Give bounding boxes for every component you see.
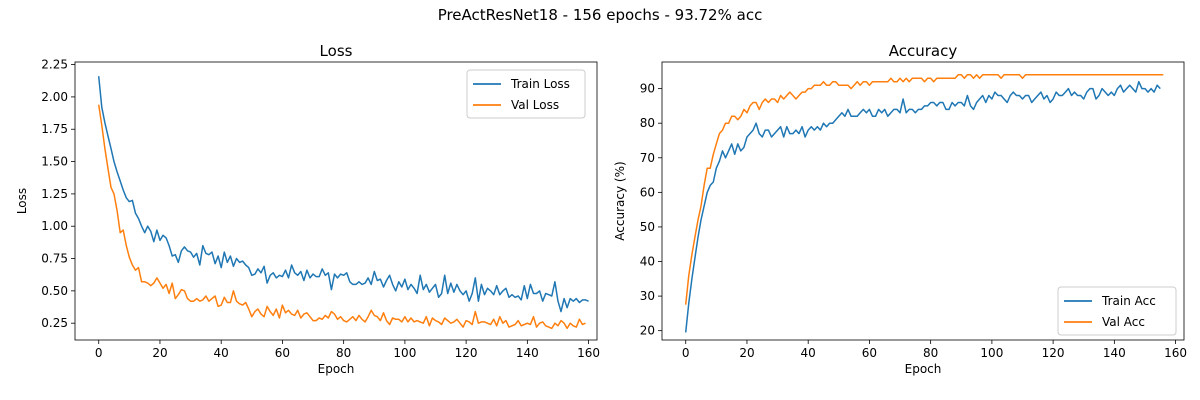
loss-x-tick-label: 100 (393, 346, 416, 360)
accuracy-x-tick-label: 80 (923, 346, 938, 360)
loss-series-train-loss (97, 76, 589, 313)
loss-chart-title: Loss (320, 42, 353, 60)
loss-x-tick-label: 60 (275, 346, 290, 360)
loss-y-tick-label: 2.25 (41, 58, 68, 72)
accuracy-legend-box (1057, 286, 1177, 336)
accuracy-x-tick-label: 0 (682, 346, 690, 360)
loss-y-tick-label: 0.50 (41, 284, 68, 298)
accuracy-axes-frame (661, 61, 1185, 341)
loss-chart: Loss 0 20 40 60 80 100 120 140 160 0.25 0.50 0.75 1.0… (15, 42, 600, 376)
accuracy-legend-label-train-acc: Train Acc (1101, 294, 1156, 308)
figure-suptitle: PreActResNet18 - 156 epochs - 93.72% acc (438, 6, 763, 24)
loss-y-tick-label: 0.25 (41, 316, 68, 330)
accuracy-chart: Accuracy 0 20 40 60 80 100 120 140 160 20 30 40 50 60 7… (613, 42, 1187, 376)
loss-x-tick-label: 0 (95, 346, 103, 360)
loss-x-axis-label: Epoch (318, 362, 355, 376)
accuracy-x-tick-label: 140 (1103, 346, 1126, 360)
loss-legend-label-train-loss: Train Loss (510, 77, 570, 91)
accuracy-x-tick-label: 100 (980, 346, 1003, 360)
loss-x-tick-label: 120 (455, 346, 478, 360)
loss-x-tick-label: 160 (577, 346, 600, 360)
loss-legend-box (466, 69, 586, 119)
loss-y-tick-label: 0.75 (41, 252, 68, 266)
accuracy-chart-title: Accuracy (889, 42, 958, 60)
accuracy-series-val-acc (684, 74, 1164, 305)
accuracy-x-tick-label: 120 (1042, 346, 1065, 360)
loss-y-tick-label: 1.50 (41, 155, 68, 169)
accuracy-y-tick-label: 50 (640, 220, 655, 234)
loss-legend: Train Loss Val Loss (466, 69, 586, 119)
accuracy-series-train-acc (684, 80, 1161, 333)
accuracy-y-axis-label: Accuracy (%) (613, 161, 627, 240)
accuracy-y-tick-label: 20 (640, 324, 655, 338)
loss-x-tick-label: 20 (152, 346, 167, 360)
loss-y-axis-label: Loss (15, 188, 29, 214)
accuracy-legend-label-val-acc: Val Acc (1102, 315, 1145, 329)
loss-legend-label-val-loss: Val Loss (511, 98, 559, 112)
accuracy-y-tick-label: 80 (640, 116, 655, 130)
loss-x-tick-label: 40 (214, 346, 229, 360)
accuracy-x-tick-label: 20 (739, 346, 754, 360)
loss-y-tick-label: 1.25 (41, 187, 68, 201)
loss-axes-frame (74, 61, 598, 341)
accuracy-y-tick-label: 90 (640, 82, 655, 96)
accuracy-x-tick-label: 60 (862, 346, 877, 360)
loss-x-tick-label: 140 (516, 346, 539, 360)
loss-y-tick-label: 2.00 (41, 90, 68, 104)
accuracy-y-tick-label: 70 (640, 151, 655, 165)
accuracy-y-tick-label: 30 (640, 289, 655, 303)
accuracy-x-tick-label: 160 (1164, 346, 1187, 360)
loss-x-tick-label: 80 (336, 346, 351, 360)
accuracy-x-axis-label: Epoch (905, 362, 942, 376)
loss-series-val-loss (97, 104, 586, 330)
accuracy-x-tick-label: 40 (801, 346, 816, 360)
accuracy-y-tick-label: 40 (640, 255, 655, 269)
loss-y-tick-label: 1.75 (41, 122, 68, 136)
loss-y-tick-label: 1.00 (41, 219, 68, 233)
accuracy-y-tick-label: 60 (640, 185, 655, 199)
accuracy-legend: Train Acc Val Acc (1057, 286, 1177, 336)
